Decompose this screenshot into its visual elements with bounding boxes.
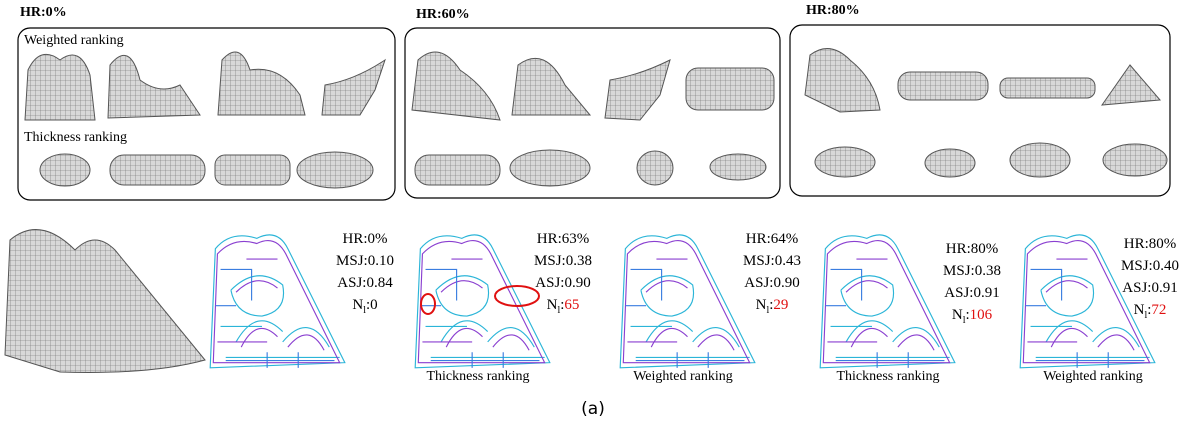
stat-hr: HR:0% (343, 231, 388, 247)
highlight-ring (421, 294, 435, 314)
caption: Weighted ranking (1043, 369, 1143, 384)
panel-title: HR:60% (416, 7, 470, 22)
stat-hr: HR:80% (1124, 236, 1177, 252)
stat-msj: MSJ:0.43 (743, 253, 801, 269)
figure: HR:0% HR:60% HR:80% Weighted ranking Thi… (0, 0, 1186, 430)
stat-nl: Nl:65 (547, 297, 580, 316)
stat-asj: ASJ:0.84 (337, 275, 393, 291)
nl-value: 72 (1151, 302, 1166, 318)
nl-value: 65 (564, 297, 579, 313)
stat-msj: MSJ:0.10 (336, 253, 394, 269)
nl-symbol: N (1134, 302, 1145, 318)
nl-symbol: N (352, 297, 363, 313)
page: {"panels":[ {"title":"HR:0%","rows":["We… (0, 0, 1186, 430)
stat-msj: MSJ:0.38 (943, 263, 1001, 279)
caption: Weighted ranking (633, 369, 733, 384)
stat-hr: HR:80% (946, 241, 999, 257)
stat-hr: HR:63% (537, 231, 590, 247)
caption: Thickness ranking (836, 369, 939, 384)
stat-msj: MSJ:0.38 (534, 253, 592, 269)
stat-hr: HR:64% (746, 231, 799, 247)
stat-nl: Nl:0 (352, 297, 377, 316)
nl-symbol: N (547, 297, 558, 313)
nl-symbol: N (952, 307, 963, 323)
part-thumbnails (25, 49, 1167, 188)
figure-label: (a) (581, 399, 605, 419)
nl-value: 29 (773, 297, 788, 313)
nl-symbol: N (756, 297, 767, 313)
panel-title: HR:80% (806, 3, 860, 18)
stat-nl: Nl:72 (1134, 302, 1167, 321)
stat-asj: ASJ:0.90 (744, 275, 799, 291)
layout-image (820, 235, 955, 368)
nl-value: 0 (370, 297, 378, 313)
row-label: Thickness ranking (24, 130, 127, 145)
row-label: Weighted ranking (24, 33, 124, 48)
layout-image (210, 235, 345, 368)
stat-nl: Nl:106 (952, 307, 993, 326)
stat-asj: ASJ:0.90 (535, 275, 590, 291)
stat-asj: ASJ:0.91 (944, 285, 999, 301)
caption: Thickness ranking (426, 369, 529, 384)
nl-value: 106 (970, 307, 993, 323)
stat-nl: Nl:29 (756, 297, 789, 316)
panel-title: HR:0% (20, 5, 67, 20)
layout-image (620, 235, 755, 368)
stat-asj: ASJ:0.91 (1122, 280, 1177, 296)
mesh-model (5, 230, 205, 373)
stat-msj: MSJ:0.40 (1121, 258, 1179, 274)
